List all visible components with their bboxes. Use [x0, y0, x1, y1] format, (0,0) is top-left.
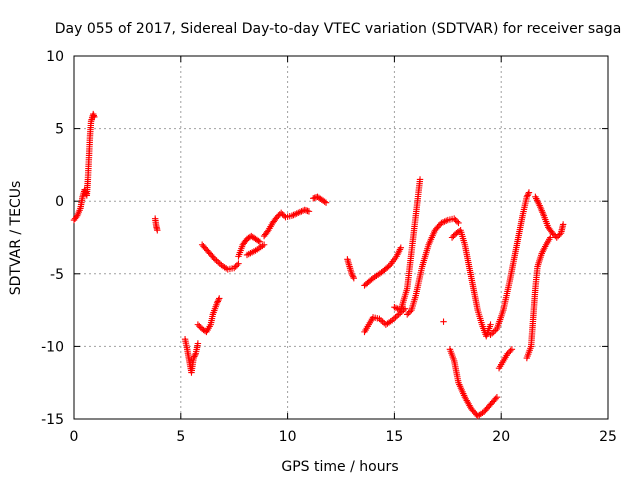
x-tick-labels: 0 5 10 15 20 25	[70, 429, 617, 445]
data-point	[490, 328, 497, 336]
data-point	[72, 213, 80, 221]
data-point	[210, 254, 217, 262]
data-point	[264, 228, 271, 235]
data-point	[505, 349, 513, 356]
y-tick-label: 10	[46, 49, 64, 65]
data-points	[70, 110, 567, 420]
data-point	[393, 312, 401, 320]
data-point	[416, 176, 424, 183]
data-point	[397, 244, 405, 251]
data-point	[194, 321, 202, 328]
x-tick-label: 25	[599, 429, 617, 445]
data-point	[256, 238, 264, 246]
data-point	[549, 229, 556, 237]
x-tick-label: 15	[385, 429, 403, 445]
plot-frame	[73, 55, 609, 420]
data-point	[487, 321, 494, 328]
data-point	[508, 346, 516, 353]
data-point	[191, 353, 198, 360]
data-point	[453, 218, 461, 225]
data-point	[455, 219, 462, 227]
data-point	[235, 260, 242, 267]
axis-ticks	[73, 55, 609, 420]
x-tick-label: 20	[492, 429, 510, 445]
data-point	[194, 340, 202, 347]
data-point	[392, 314, 399, 321]
data-point	[321, 198, 328, 205]
data-point	[507, 347, 514, 354]
data-point	[406, 308, 414, 315]
data-point	[452, 216, 459, 224]
data-point	[554, 232, 562, 240]
data-point	[275, 212, 282, 219]
data-point	[523, 193, 531, 201]
chart-title: Day 055 of 2017, Sidereal Day-to-day VTE…	[55, 21, 622, 37]
data-point	[524, 192, 531, 199]
data-point	[504, 350, 511, 357]
data-point	[196, 322, 203, 330]
y-tick-label: -5	[50, 267, 64, 283]
data-point	[322, 199, 330, 206]
y-tick-label: -10	[41, 339, 64, 355]
data-point	[350, 274, 358, 282]
data-point	[348, 270, 355, 277]
data-point	[349, 272, 356, 279]
data-point	[214, 298, 222, 305]
data-point	[451, 215, 458, 222]
x-tick-label: 5	[176, 429, 185, 445]
y-axis-label: SDTVAR / TECUs	[8, 181, 24, 296]
y-tick-label: 0	[55, 194, 64, 210]
data-point	[448, 234, 456, 241]
data-point	[214, 258, 222, 266]
data-point	[559, 221, 567, 228]
data-point	[191, 351, 199, 359]
data-point	[213, 299, 221, 307]
grid-lines	[74, 56, 608, 419]
data-point	[233, 261, 241, 269]
data-point	[91, 113, 98, 121]
data-point	[231, 264, 238, 272]
data-point	[525, 190, 532, 198]
data-point	[550, 231, 558, 238]
data-point	[190, 354, 197, 362]
data-point	[553, 234, 560, 241]
data-point	[488, 330, 496, 337]
data-point	[216, 295, 223, 302]
data-point	[273, 213, 281, 221]
data-point	[280, 212, 288, 219]
data-point	[279, 211, 286, 218]
data-point	[404, 311, 411, 318]
y-tick-labels: -15 -10 -5 0 5 10	[41, 49, 64, 428]
x-tick-label: 10	[279, 429, 297, 445]
y-tick-label: 5	[55, 122, 64, 138]
data-point	[450, 232, 457, 240]
data-point	[277, 209, 285, 217]
x-axis-label: GPS time / hours	[281, 459, 398, 475]
data-point	[492, 395, 499, 402]
x-tick-label: 0	[70, 429, 79, 445]
data-point	[232, 263, 239, 270]
data-point	[525, 189, 533, 196]
data-point	[349, 273, 357, 280]
data-point	[213, 257, 220, 264]
data-point	[305, 208, 313, 215]
data-point	[405, 309, 412, 317]
y-tick-label: -15	[41, 412, 64, 428]
data-point	[260, 241, 268, 248]
data-point	[255, 237, 262, 245]
data-point	[547, 234, 554, 241]
data-point	[154, 227, 161, 234]
data-point	[493, 394, 501, 401]
data-point	[385, 263, 392, 270]
data-point	[440, 318, 447, 325]
data-point	[215, 296, 222, 304]
